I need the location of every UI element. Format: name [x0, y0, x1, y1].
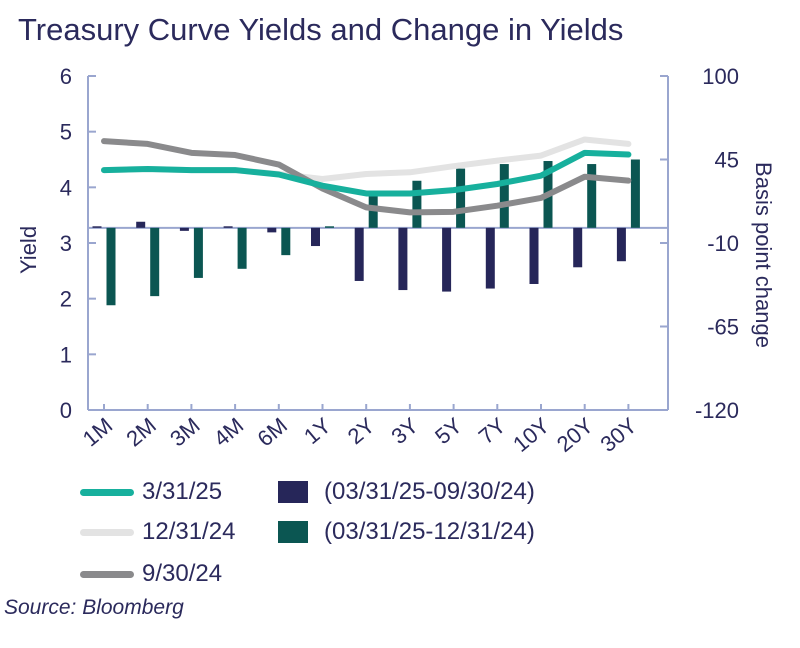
bar-0-20Y	[573, 227, 583, 268]
x-tick-label: 20Y	[552, 412, 598, 457]
x-tick-label: 3M	[165, 413, 204, 452]
bar-1-20Y	[587, 164, 597, 228]
left-axis-title: Yield	[16, 226, 41, 274]
bar-0-2Y	[354, 227, 364, 281]
left-tick-label: 2	[60, 287, 72, 312]
right-tick-label: -10	[707, 231, 739, 256]
left-tick-label: 4	[60, 175, 72, 200]
line-series-0	[101, 149, 632, 197]
bar-0-3Y	[398, 227, 408, 291]
line-series-group	[101, 136, 632, 216]
bar-1-3M	[193, 227, 203, 278]
bar-0-3M	[179, 227, 189, 231]
x-tick-label: 10Y	[508, 412, 554, 457]
x-tick-label: 6M	[253, 413, 292, 452]
bar-1-30Y	[630, 159, 640, 228]
right-axis-title: Basis point change	[751, 162, 776, 348]
bar-0-2M	[136, 221, 146, 228]
x-tick-label: 5Y	[430, 412, 467, 449]
bar-0-1Y	[311, 227, 320, 247]
bar-1-1Y	[325, 226, 334, 228]
x-tick-label: 3Y	[386, 412, 423, 449]
left-tick-label: 5	[60, 120, 72, 145]
bar-1-5Y	[456, 168, 466, 228]
bar-1-3Y	[412, 180, 422, 228]
left-tick-label: 6	[60, 64, 72, 89]
x-tick-label: 4M	[209, 413, 248, 452]
right-tick-label: -120	[695, 398, 739, 423]
x-tick-label: 2M	[121, 413, 160, 452]
bar-0-10Y	[529, 227, 539, 284]
x-tick-label: 30Y	[596, 412, 642, 457]
bar-1-2M	[150, 227, 160, 297]
line-series-2	[101, 138, 632, 216]
source-note: Source: Bloomberg	[4, 596, 184, 619]
bar-1-4M	[237, 227, 247, 269]
x-tick-label: 1M	[78, 413, 117, 452]
x-tick-label: 2Y	[343, 412, 380, 449]
left-tick-label: 3	[60, 231, 72, 256]
chart-title: Treasury Curve Yields and Change in Yiel…	[18, 12, 624, 47]
x-tick-label: 7Y	[474, 412, 511, 449]
bar-0-30Y	[616, 227, 626, 262]
bar-0-4M	[223, 226, 233, 228]
x-tick-label: 1Y	[299, 412, 336, 449]
bar-1-6M	[281, 227, 291, 256]
bar-0-1M	[92, 226, 102, 228]
bar-1-1M	[106, 227, 116, 306]
bar-1-7Y	[499, 164, 509, 228]
bar-series-group	[92, 159, 640, 306]
left-tick-label: 1	[60, 342, 72, 367]
bar-0-7Y	[485, 227, 495, 289]
bar-0-6M	[267, 227, 277, 233]
right-tick-label: -65	[707, 315, 739, 340]
right-tick-label: 100	[702, 64, 739, 89]
left-tick-label: 0	[60, 398, 72, 423]
bar-0-5Y	[442, 227, 452, 292]
right-tick-label: 45	[715, 148, 739, 173]
